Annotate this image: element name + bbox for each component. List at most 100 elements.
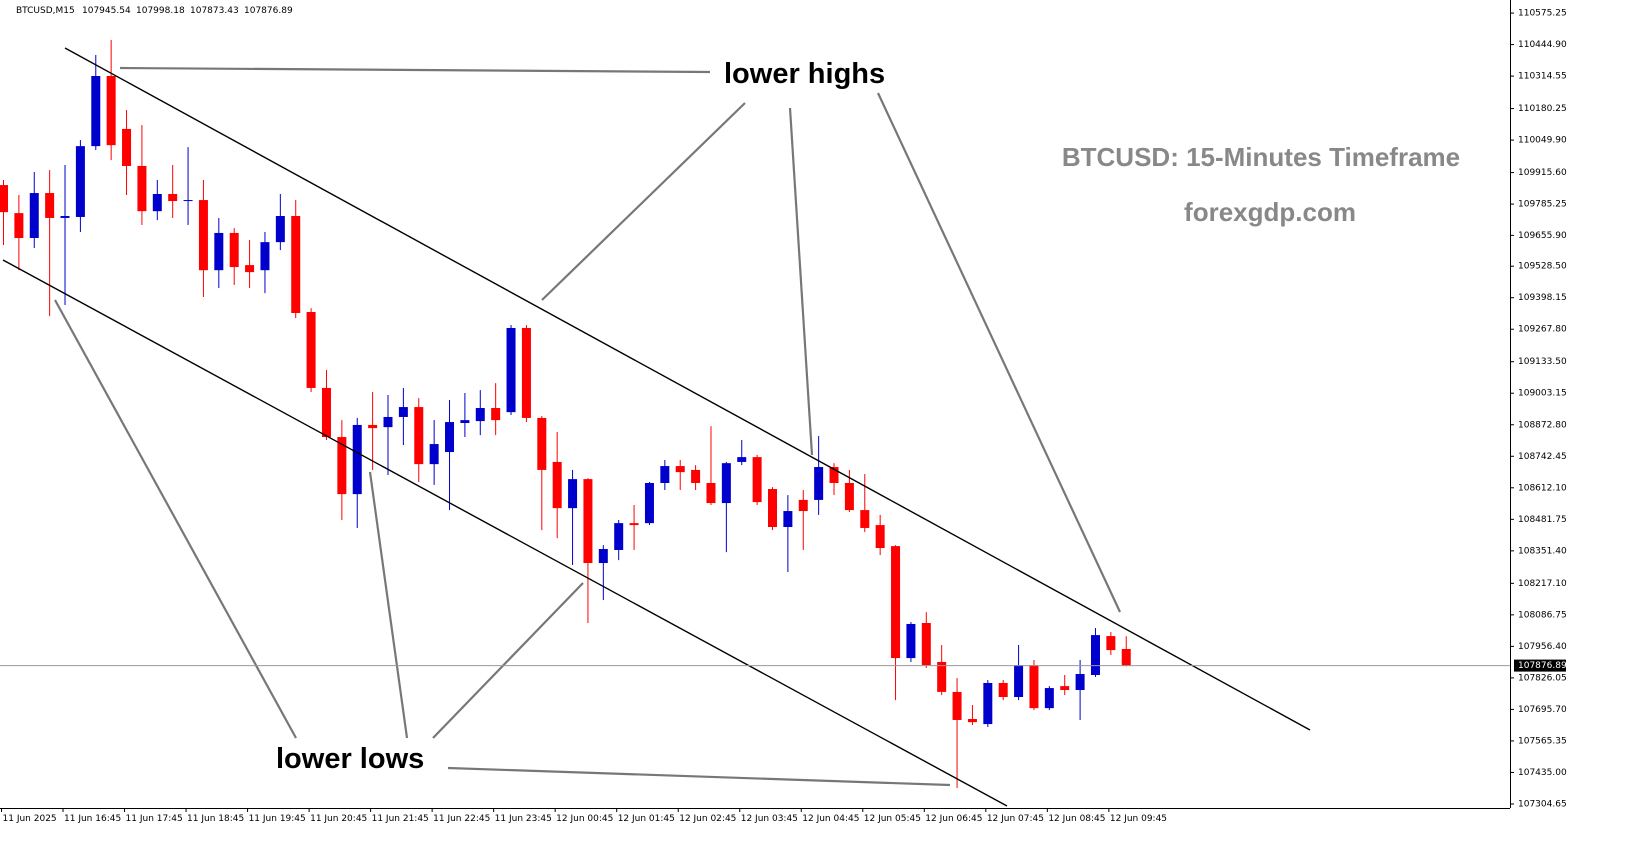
header-low: 107873.43 xyxy=(190,6,239,16)
candle-body xyxy=(398,407,408,417)
x-tick-label: 12 Jun 05:45 xyxy=(864,814,921,824)
pointer-line xyxy=(541,102,746,301)
candle-body xyxy=(1014,665,1024,698)
chart-title: BTCUSD: 15-Minutes Timeframe xyxy=(1062,142,1460,172)
x-tick-label: 12 Jun 06:45 xyxy=(925,814,982,824)
x-tick-label: 12 Jun 04:45 xyxy=(802,814,859,824)
candle-body xyxy=(291,216,301,313)
candle-body xyxy=(629,523,639,526)
candle-body xyxy=(368,424,378,429)
y-tick-label: 107695.70 xyxy=(1518,705,1567,715)
chart-subtitle: forexgdp.com xyxy=(1184,197,1356,227)
candle-body xyxy=(75,146,85,217)
pointer-line xyxy=(877,92,1121,613)
x-tick-label: 11 Jun 20:45 xyxy=(310,814,367,824)
header-open: 107945.54 xyxy=(82,6,131,16)
candle-body xyxy=(429,444,439,465)
y-tick-label: 108742.45 xyxy=(1518,452,1567,462)
candle-body xyxy=(337,437,347,495)
y-tick-label: 107435.00 xyxy=(1518,768,1567,778)
annotation: lower highs xyxy=(724,58,885,90)
candle-body xyxy=(860,510,870,528)
candle-body xyxy=(891,546,901,659)
candle-body xyxy=(168,194,178,202)
y-tick-label: 108612.10 xyxy=(1518,483,1567,493)
x-tick-label: 11 Jun 2025 xyxy=(3,814,57,824)
candle-body xyxy=(1106,636,1116,651)
candle-body xyxy=(29,193,39,239)
y-tick-label: 110049.90 xyxy=(1518,136,1567,146)
candle-body xyxy=(798,499,808,512)
x-tick-label: 12 Jun 07:45 xyxy=(987,814,1044,824)
candle-body xyxy=(0,185,8,213)
header-high: 107998.18 xyxy=(136,6,185,16)
pointers xyxy=(54,66,1121,787)
candle-body xyxy=(552,461,562,509)
candle-body xyxy=(198,200,208,271)
candle-body xyxy=(1075,674,1085,690)
x-tick-label: 12 Jun 02:45 xyxy=(679,814,736,824)
x-tick-label: 11 Jun 22:45 xyxy=(433,814,490,824)
y-tick-label: 108351.40 xyxy=(1518,546,1567,556)
header-close: 107876.89 xyxy=(244,6,293,16)
candle-body xyxy=(706,482,716,504)
y-tick-label: 108481.75 xyxy=(1518,515,1567,525)
candle-body xyxy=(321,387,331,438)
candle-body xyxy=(598,549,608,564)
y-tick-label: 107304.65 xyxy=(1518,799,1567,809)
pointer-line xyxy=(432,582,584,739)
pointer-line xyxy=(54,299,297,739)
candle-body xyxy=(1090,635,1100,675)
y-tick-label: 110444.90 xyxy=(1518,40,1567,50)
candle-body xyxy=(45,193,55,218)
candle-body xyxy=(967,719,977,723)
candle-body xyxy=(983,682,993,725)
candle-body xyxy=(737,457,747,462)
pointer-line xyxy=(788,107,814,456)
candle-body xyxy=(214,232,224,271)
y-tick-label: 107565.35 xyxy=(1518,736,1567,746)
y-tick-label: 110575.25 xyxy=(1518,9,1567,19)
candle-body xyxy=(60,216,70,218)
x-tick-label: 11 Jun 19:45 xyxy=(249,814,306,824)
x-tick-label: 11 Jun 23:45 xyxy=(495,814,552,824)
current-price-box xyxy=(1514,659,1566,672)
candle-body xyxy=(383,416,393,428)
candle-body xyxy=(721,463,731,504)
y-tick-label: 109915.60 xyxy=(1518,168,1567,178)
candle-body xyxy=(445,422,455,453)
candle-body xyxy=(937,661,947,692)
candle-body xyxy=(921,623,931,666)
candle-body xyxy=(491,408,501,421)
candle-body xyxy=(768,489,777,528)
x-tick-label: 12 Jun 09:45 xyxy=(1110,814,1167,824)
candle-body xyxy=(260,242,270,271)
candle-body xyxy=(152,194,162,212)
candle-body xyxy=(275,216,285,243)
annotation: lower lows xyxy=(276,743,424,775)
candle-body xyxy=(675,466,685,473)
y-tick-label: 110180.25 xyxy=(1518,104,1567,114)
y-tick-label: 109655.90 xyxy=(1518,231,1567,241)
candle-body xyxy=(644,482,654,524)
candle-body xyxy=(183,200,193,202)
candle-body xyxy=(245,265,255,273)
candle-body xyxy=(583,479,593,564)
x-tick-label: 12 Jun 08:45 xyxy=(1048,814,1105,824)
y-tick-label: 108872.80 xyxy=(1518,420,1567,430)
current-price-label: 107876.89 xyxy=(1518,661,1567,671)
candle-body xyxy=(306,312,316,388)
candle-body xyxy=(229,232,239,268)
y-tick-label: 108217.10 xyxy=(1518,579,1567,589)
candle-body xyxy=(691,469,701,483)
candle-body xyxy=(414,407,424,465)
x-tick-label: 12 Jun 01:45 xyxy=(618,814,675,824)
candle-body xyxy=(14,213,24,239)
y-tick-label: 108086.75 xyxy=(1518,610,1567,620)
candle-body xyxy=(614,523,624,550)
candle-body xyxy=(752,457,762,503)
x-tick-label: 11 Jun 21:45 xyxy=(372,814,429,824)
y-tick-label: 109398.15 xyxy=(1518,293,1567,303)
pointer-line xyxy=(447,766,951,787)
